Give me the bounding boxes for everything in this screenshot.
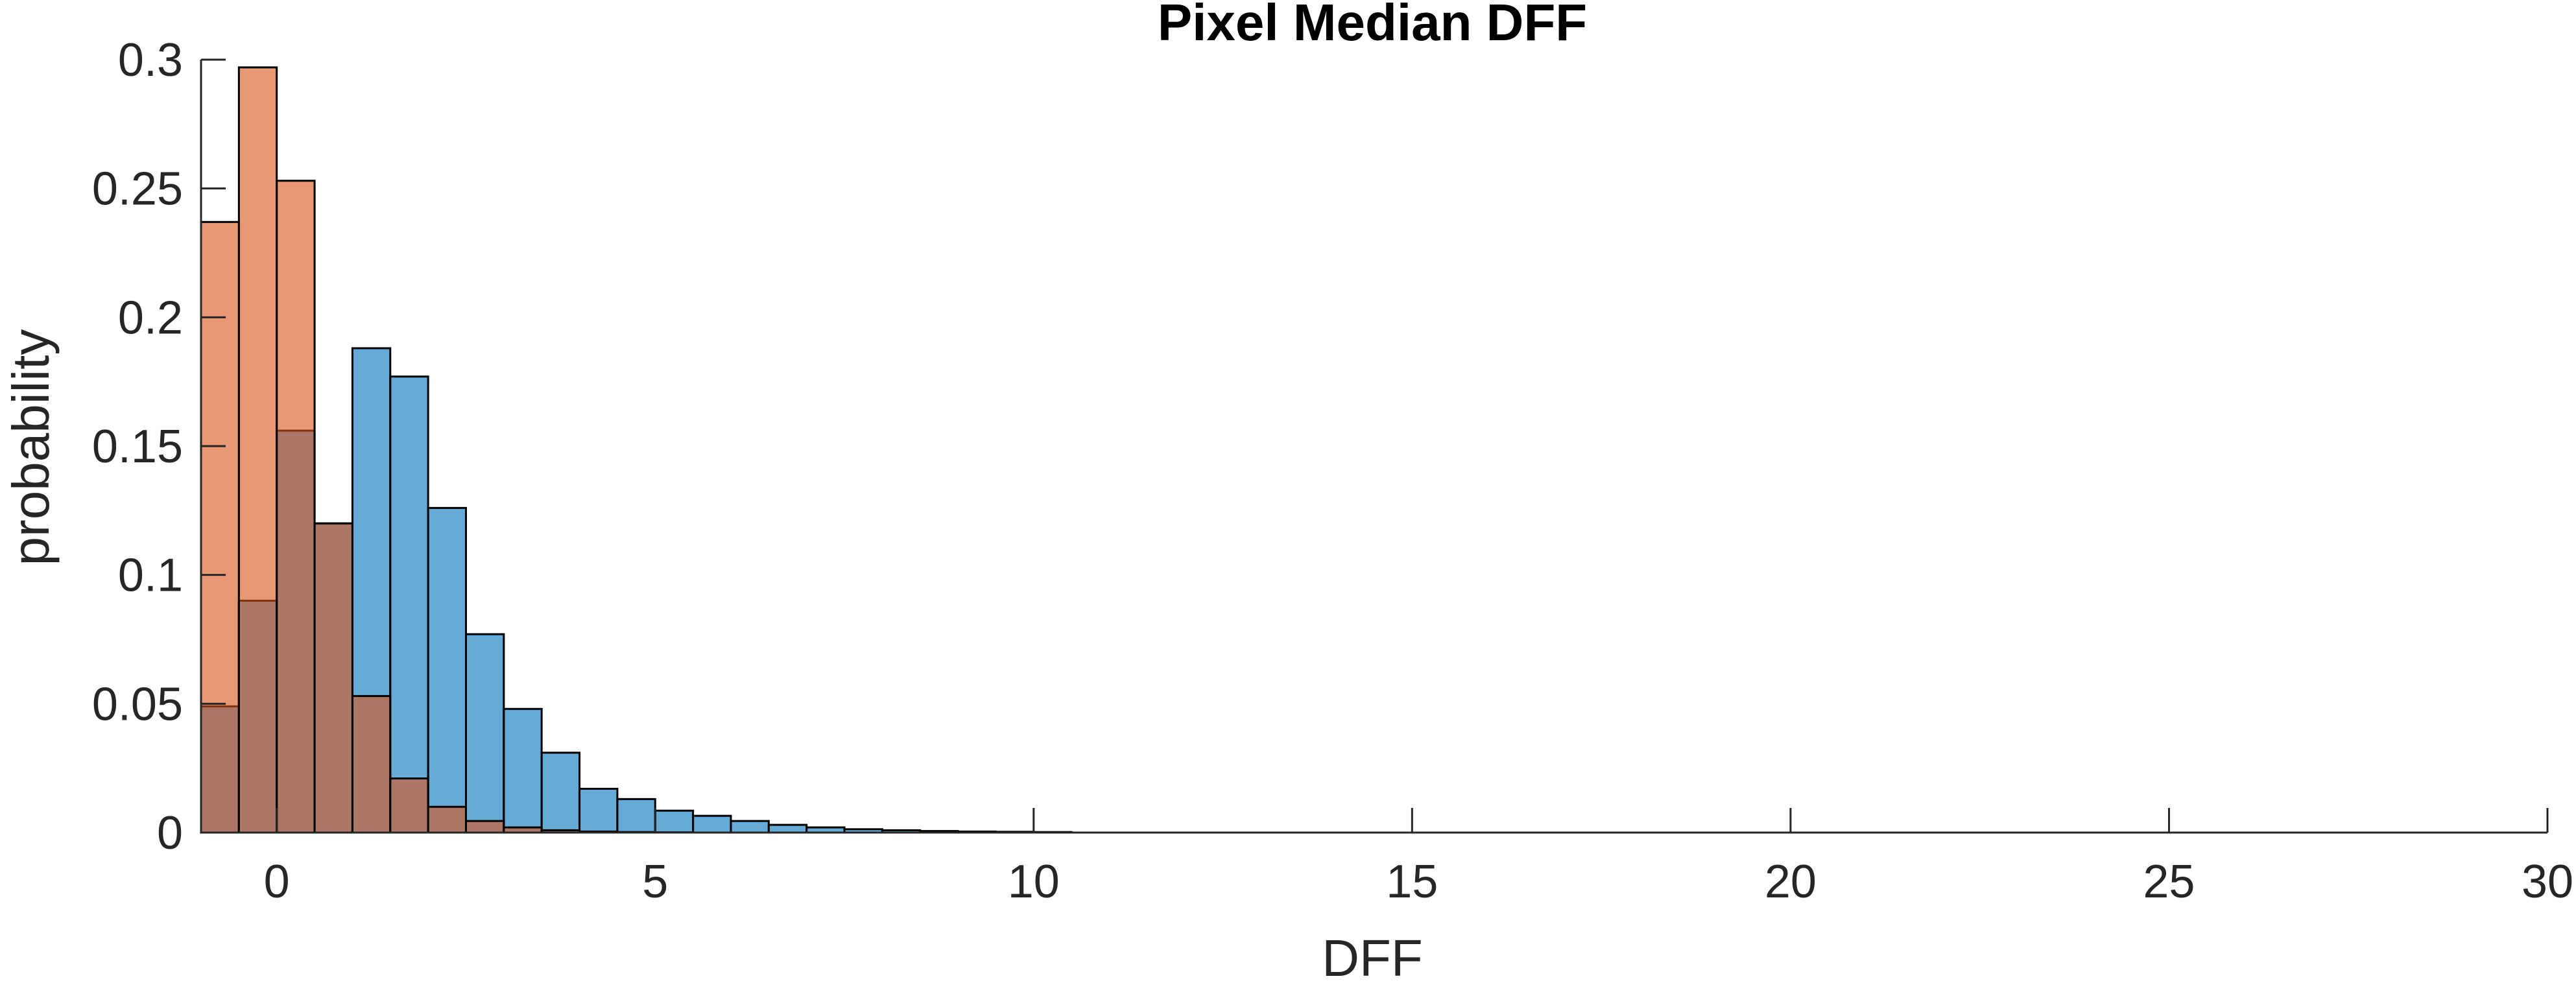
histogram-bar — [654, 809, 695, 834]
y-tick-label: 0.25 — [92, 163, 183, 215]
histogram-bar — [730, 820, 770, 834]
histogram-bar — [427, 805, 467, 834]
axes — [200, 58, 2549, 834]
y-tick-label: 0.1 — [118, 550, 183, 602]
histogram-bar — [767, 823, 808, 834]
histogram-bar — [464, 820, 505, 834]
x-tick-label: 30 — [2522, 856, 2573, 908]
x-tick-label: 20 — [1765, 856, 1817, 908]
y-tick-label: 0.2 — [118, 292, 183, 344]
chart-title: Pixel Median DFF — [1158, 0, 1587, 51]
histogram-bar — [237, 66, 278, 834]
histogram-bar — [389, 777, 429, 834]
histogram-bar — [692, 814, 732, 834]
x-tick-label: 15 — [1386, 856, 1438, 908]
histogram-bar — [464, 633, 505, 834]
histogram-bar — [540, 752, 581, 834]
x-axis-label: DFF — [1322, 929, 1423, 983]
series-orange-bars — [200, 66, 695, 834]
tick-labels: 0 5 10 15 20 25 30 0 0.05 0.1 0.15 0.2 0.25 0.3 — [92, 34, 2573, 908]
x-tick-label: 25 — [2143, 856, 2195, 908]
histogram-bar — [616, 798, 656, 834]
x-tick-label: 10 — [1008, 856, 1060, 908]
x-tick-label: 5 — [642, 856, 668, 908]
histogram-bar — [578, 787, 619, 834]
histogram-bar — [427, 506, 467, 834]
histogram-bar — [313, 522, 353, 834]
x-tick-label: 0 — [264, 856, 290, 908]
y-tick-label: 0.3 — [118, 34, 183, 86]
histogram-bar — [389, 375, 429, 834]
histogram-bar — [351, 694, 392, 834]
histogram-bar — [276, 180, 316, 834]
histogram-bar — [200, 220, 240, 834]
y-tick-label: 0.05 — [92, 678, 183, 730]
y-axis-label: probability — [2, 329, 60, 566]
histogram-bar — [503, 707, 543, 834]
y-tick-label: 0.15 — [92, 421, 183, 473]
y-tick-label: 0 — [157, 807, 183, 859]
